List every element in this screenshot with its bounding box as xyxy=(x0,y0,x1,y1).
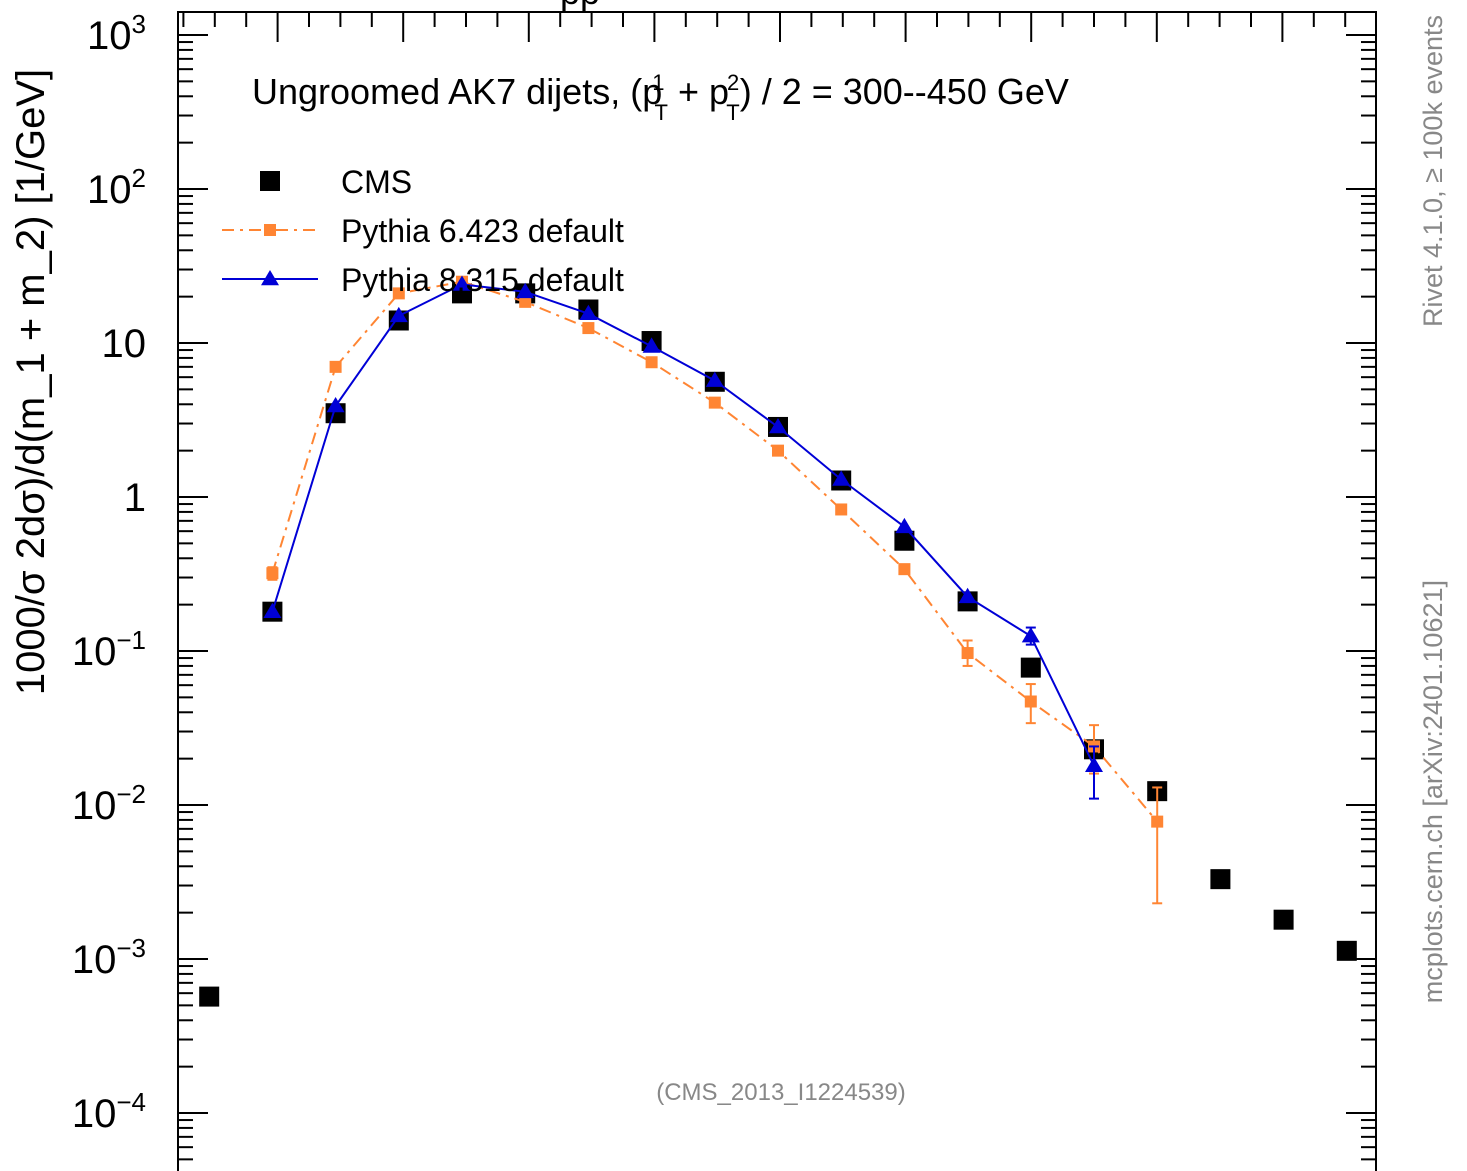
data-point xyxy=(894,530,915,551)
data-point xyxy=(326,396,345,413)
data-point xyxy=(266,567,279,580)
side-label-bottom: mcplots.cern.ch [arXiv:2401.10621] xyxy=(1418,580,1448,1003)
data-point xyxy=(1273,909,1294,930)
side-label-top: Rivet 4.1.0, ≥ 100k events xyxy=(1418,15,1448,327)
data-point xyxy=(516,282,535,299)
y-tick-label: 10 xyxy=(102,322,147,366)
data-point xyxy=(1151,815,1164,828)
data-point xyxy=(579,304,598,320)
chart-title: Ungroomed AK7 dijets, (p1 T + p2 T) / 2 = … xyxy=(252,70,1069,125)
data-point xyxy=(263,602,282,618)
title-pre: Ungroomed AK7 dijets, (p xyxy=(252,71,662,112)
legend-marker xyxy=(261,270,279,286)
data-point xyxy=(835,503,848,516)
data-point xyxy=(1024,695,1037,708)
legend-entry: CMS xyxy=(260,164,412,200)
data-point xyxy=(199,986,220,1007)
data-point xyxy=(389,306,408,323)
axis-ticks xyxy=(178,12,1376,1161)
y-tick-label: 103 xyxy=(87,9,146,58)
data-point xyxy=(1336,940,1357,961)
data-point xyxy=(519,295,532,308)
data-point xyxy=(1020,657,1041,678)
series-line xyxy=(271,283,1095,767)
legend-label: Pythia 6.423 default xyxy=(341,213,624,249)
title-sup2: 2 xyxy=(727,70,739,95)
y-tick-label: 10−1 xyxy=(72,625,146,674)
data-point xyxy=(832,470,851,486)
series-1 xyxy=(266,275,1164,905)
data-point xyxy=(961,647,974,660)
series-0 xyxy=(199,283,1357,1007)
legend-marker xyxy=(264,224,276,236)
series-2 xyxy=(263,275,1103,800)
legend-entry: Pythia 8.315 default xyxy=(222,262,624,298)
title-sup1: 1 xyxy=(652,70,664,95)
legend-label: CMS xyxy=(341,164,412,200)
data-point xyxy=(582,322,595,335)
data-point xyxy=(392,287,405,300)
data-point xyxy=(329,360,342,373)
data-point xyxy=(705,371,724,387)
data-point xyxy=(958,587,977,604)
title-sub1: T xyxy=(654,100,667,125)
data-point xyxy=(645,356,658,369)
y-tick-label: 10−4 xyxy=(72,1087,146,1136)
top-cut-text: pp xyxy=(560,0,600,12)
y-axis-label: 1000/σ 2dσ)/d(m_1 + m_2) [1/GeV] xyxy=(9,69,53,695)
legend-entry: Pythia 6.423 default xyxy=(222,213,624,249)
legend-label: Pythia 8.315 default xyxy=(341,262,624,298)
data-point xyxy=(895,517,914,534)
legend: CMS Pythia 6.423 default Pythia 8.315 defa… xyxy=(222,164,624,298)
series-line xyxy=(271,280,1158,823)
y-tick-label: 102 xyxy=(87,163,146,212)
data-point xyxy=(708,396,721,409)
data-point xyxy=(1210,869,1231,890)
data-point xyxy=(769,417,787,434)
y-tick-label: 10−3 xyxy=(72,933,146,982)
series-layer xyxy=(199,275,1357,1007)
data-point xyxy=(642,337,661,353)
title-sub2: T xyxy=(726,100,739,125)
data-point xyxy=(772,444,784,457)
plot-frame xyxy=(177,11,1377,1171)
analysis-label: (CMS_2013_I1224539) xyxy=(656,1079,906,1106)
title-mid: + p xyxy=(668,71,729,112)
data-point xyxy=(453,275,471,291)
title-post: ) / 2 = 300--450 GeV xyxy=(740,71,1069,112)
legend-marker xyxy=(260,171,280,191)
data-point xyxy=(898,563,911,576)
data-point xyxy=(1021,627,1040,643)
data-point xyxy=(1085,756,1103,772)
y-tick-label: 1 xyxy=(124,476,146,520)
y-tick-label: 10−2 xyxy=(72,779,146,828)
